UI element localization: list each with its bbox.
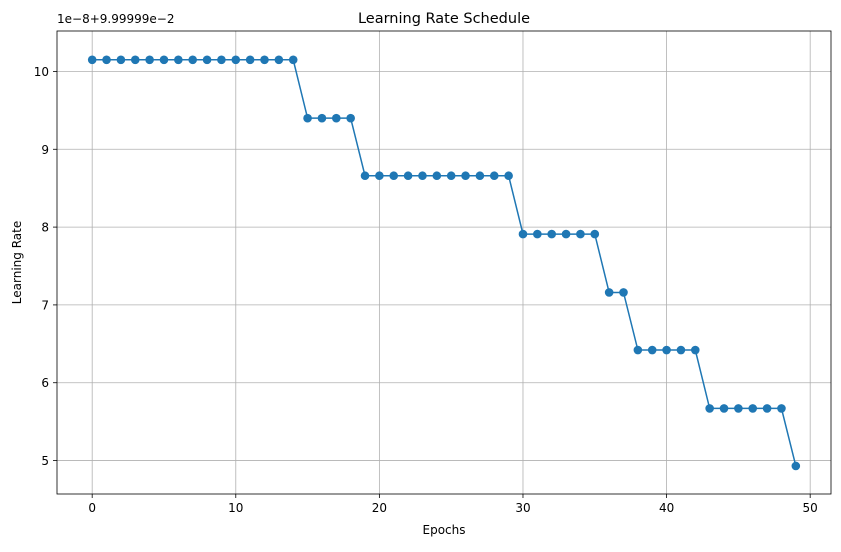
data-point-18 <box>346 113 355 123</box>
series-layer <box>87 55 801 471</box>
series-line <box>92 59 797 467</box>
data-point-47 <box>762 404 772 413</box>
x-tick-label-3: 30 <box>515 501 530 515</box>
data-point-16 <box>317 113 327 123</box>
y-tick-label-1: 6 <box>41 376 49 390</box>
data-point-43 <box>705 404 714 413</box>
data-point-8 <box>202 55 212 65</box>
data-point-14 <box>288 55 298 65</box>
y-tick-label-3: 8 <box>41 221 49 235</box>
data-point-28 <box>489 171 499 181</box>
data-point-48 <box>777 404 786 413</box>
data-point-22 <box>403 171 413 181</box>
data-point-12 <box>260 55 269 65</box>
data-point-42 <box>690 345 700 355</box>
x-tick-label-1: 10 <box>228 501 243 515</box>
y-tick-label-5: 10 <box>34 65 49 79</box>
data-point-19 <box>360 171 370 181</box>
data-point-40 <box>662 345 671 355</box>
data-point-35 <box>590 229 600 239</box>
data-point-34 <box>576 229 585 239</box>
data-point-27 <box>475 171 485 181</box>
data-point-33 <box>561 229 571 239</box>
data-point-31 <box>533 229 542 239</box>
data-point-21 <box>389 171 399 181</box>
data-point-37 <box>619 288 628 297</box>
data-point-9 <box>217 55 226 65</box>
x-axis-label: Epochs <box>423 523 466 537</box>
data-point-10 <box>231 55 241 65</box>
data-point-11 <box>245 55 255 65</box>
data-point-1 <box>102 55 111 65</box>
data-point-49 <box>791 461 801 471</box>
data-point-46 <box>748 404 758 413</box>
grid-layer <box>57 31 831 494</box>
x-tick-label-2: 20 <box>372 501 387 515</box>
data-point-44 <box>719 404 729 413</box>
data-point-26 <box>461 171 470 181</box>
data-point-30 <box>518 229 528 239</box>
data-point-29 <box>504 171 513 181</box>
y-tick-label-2: 7 <box>41 298 49 312</box>
data-point-36 <box>604 288 614 297</box>
y-tick-label-0: 5 <box>41 454 49 468</box>
ticks-layer: 0 10 20 30 40 50 5 6 7 8 9 10 <box>34 65 818 515</box>
data-point-25 <box>446 171 456 181</box>
y-axis-label: Learning Rate <box>10 221 24 304</box>
data-point-3 <box>130 55 140 65</box>
data-point-5 <box>159 55 169 65</box>
data-point-38 <box>633 345 643 355</box>
data-point-32 <box>547 229 556 239</box>
data-point-0 <box>87 55 97 65</box>
y-offset-label: 1e−8+9.99999e−2 <box>57 12 174 26</box>
data-point-7 <box>188 55 198 65</box>
data-point-24 <box>432 171 442 181</box>
data-point-2 <box>116 55 126 65</box>
y-tick-label-4: 9 <box>41 143 49 157</box>
data-point-6 <box>174 55 183 65</box>
data-point-4 <box>145 55 154 65</box>
x-tick-label-0: 0 <box>88 501 96 515</box>
data-point-45 <box>734 404 743 413</box>
chart-title: Learning Rate Schedule <box>358 11 530 27</box>
data-point-23 <box>418 171 427 181</box>
x-tick-label-4: 40 <box>659 501 674 515</box>
data-point-17 <box>332 113 341 123</box>
data-point-15 <box>303 113 312 123</box>
data-point-39 <box>647 345 657 355</box>
x-tick-label-5: 50 <box>803 501 818 515</box>
data-point-13 <box>274 55 284 65</box>
axes-frame <box>56 30 832 495</box>
data-point-41 <box>676 345 686 355</box>
data-point-20 <box>375 171 384 181</box>
